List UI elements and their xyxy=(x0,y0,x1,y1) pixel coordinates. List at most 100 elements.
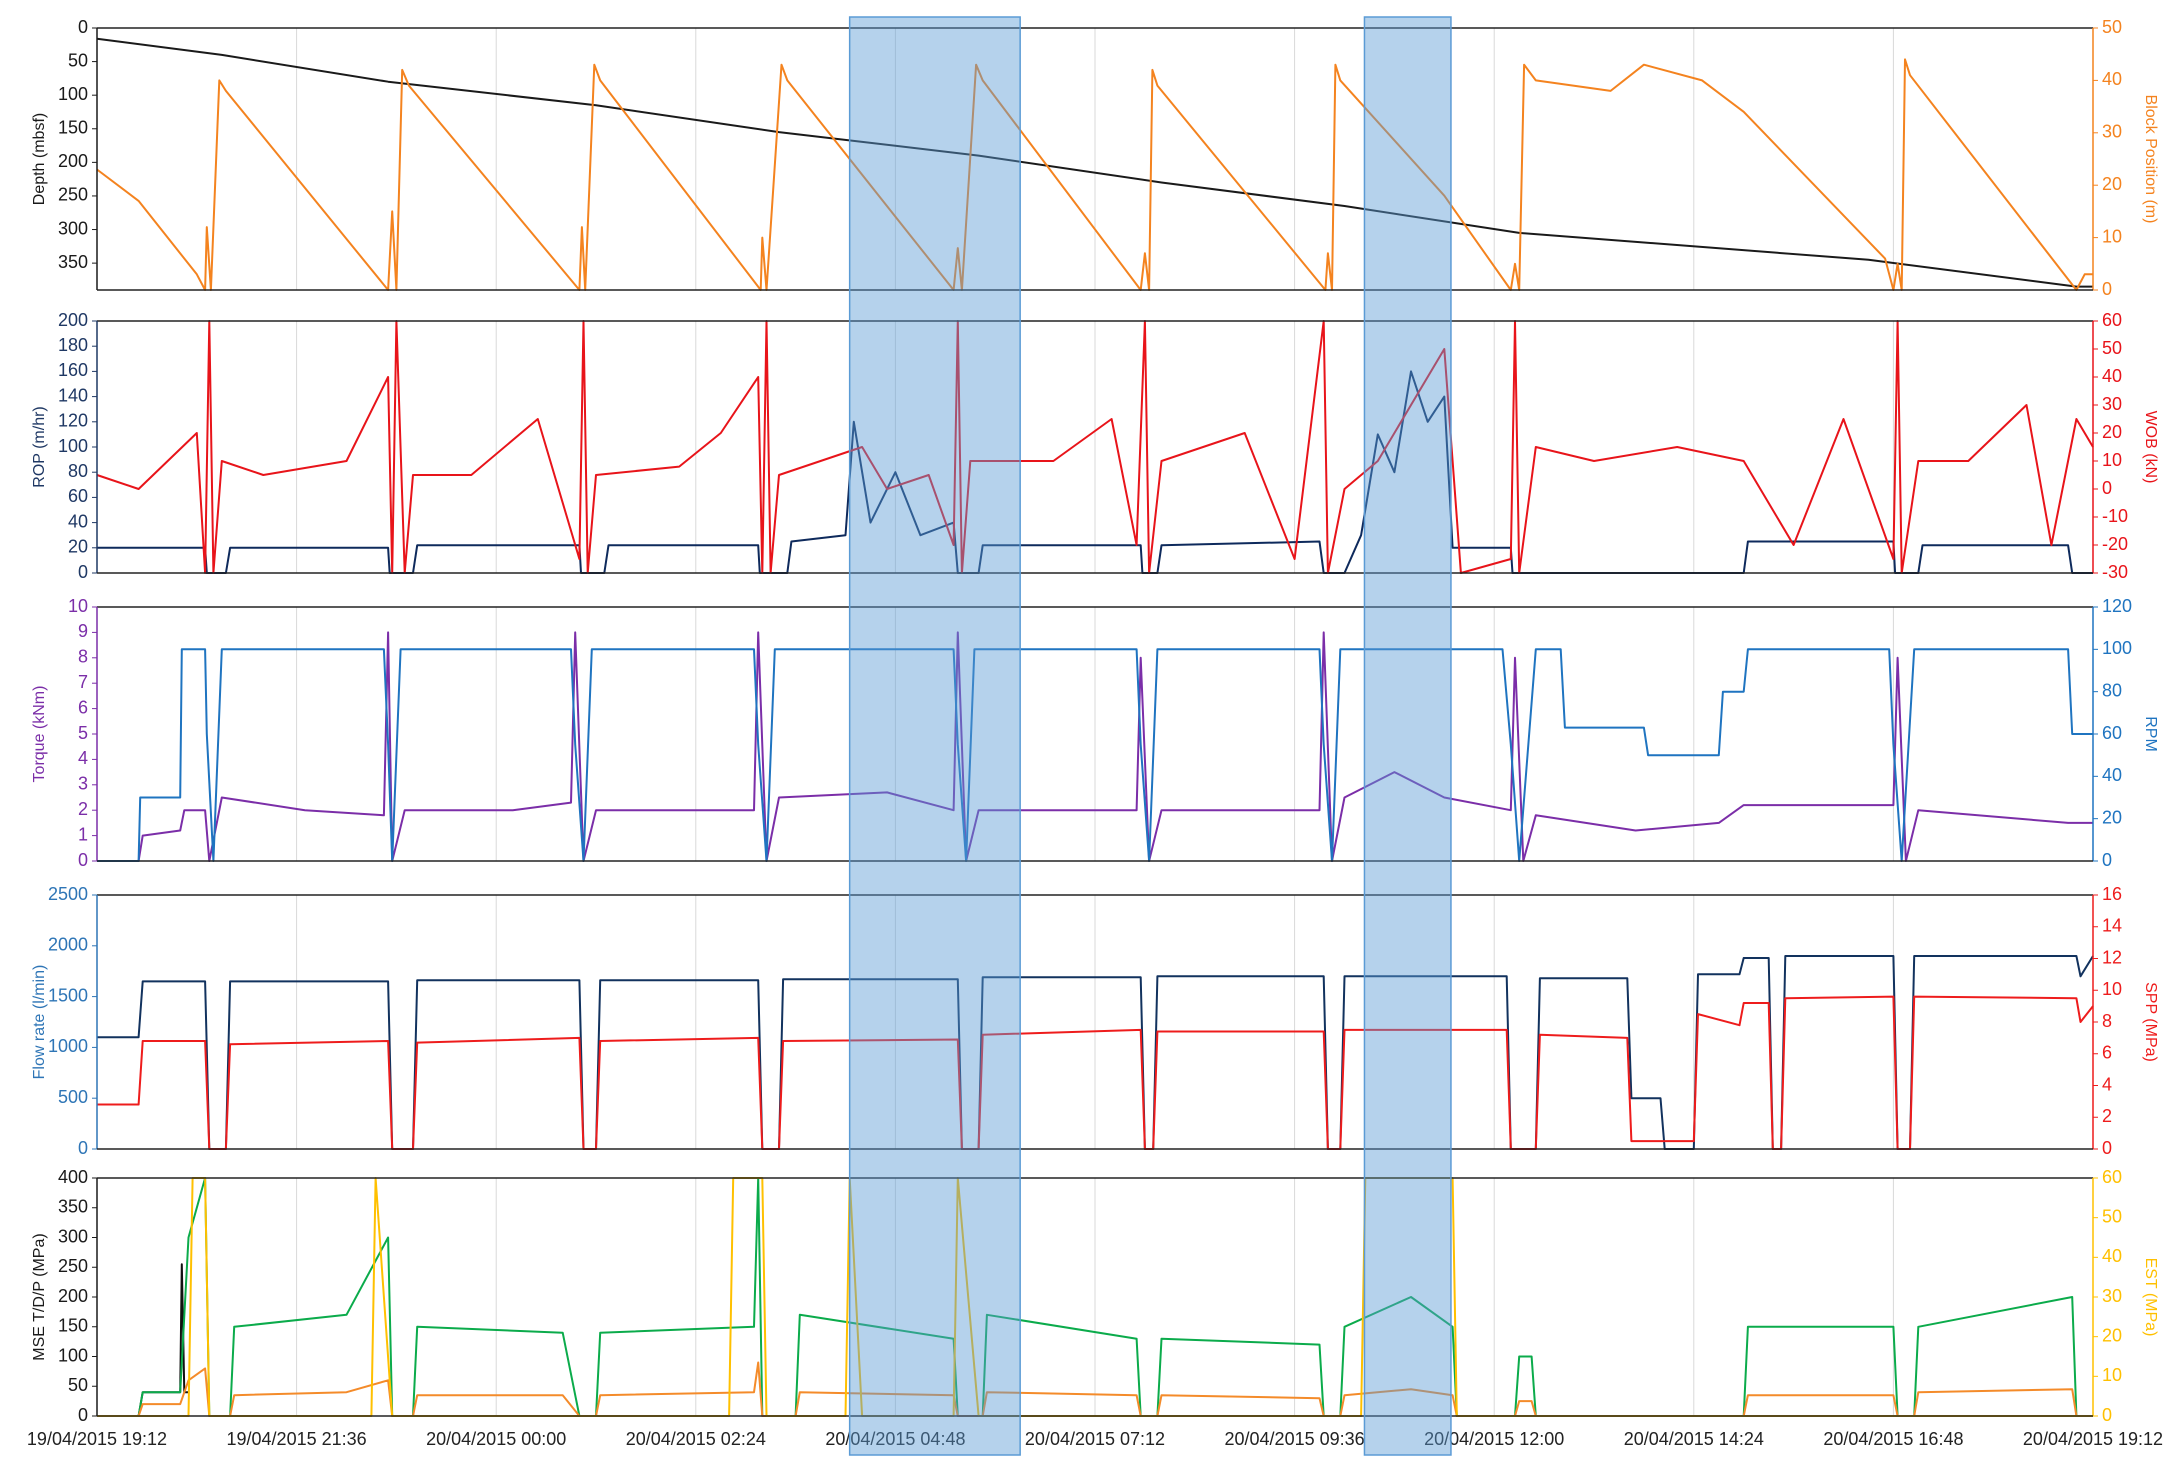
y-tick-label: 160 xyxy=(58,360,88,380)
y2-tick-label: 12 xyxy=(2102,947,2122,967)
y-axis-title: Torque (kNm) xyxy=(31,686,48,783)
y-tick-label: 50 xyxy=(68,1375,88,1395)
y2-tick-label: 30 xyxy=(2102,394,2122,414)
y-tick-label: 250 xyxy=(58,1256,88,1276)
y-tick-label: 9 xyxy=(78,621,88,641)
y-axis-title: Depth (mbsf) xyxy=(31,113,48,205)
y-tick-label: 200 xyxy=(58,310,88,330)
y-tick-label: 6 xyxy=(78,697,88,717)
y-tick-label: 3 xyxy=(78,774,88,794)
y2-tick-label: 20 xyxy=(2102,422,2122,442)
y-tick-label: 120 xyxy=(58,411,88,431)
y2-tick-label: 6 xyxy=(2102,1043,2112,1063)
y2-tick-label: 20 xyxy=(2102,807,2122,827)
y-tick-label: 300 xyxy=(58,218,88,238)
y2-tick-label: -20 xyxy=(2102,534,2128,554)
y2-tick-label: 4 xyxy=(2102,1074,2112,1094)
y-tick-label: 200 xyxy=(58,151,88,171)
y2-axis-title: EST (MPa) xyxy=(2142,1258,2159,1337)
y2-tick-label: 50 xyxy=(2102,17,2122,37)
y-tick-label: 0 xyxy=(78,17,88,37)
y-tick-label: 20 xyxy=(68,537,88,557)
y-tick-label: 300 xyxy=(58,1226,88,1246)
y-axis-title: MSE T/D/P (MPa) xyxy=(31,1233,48,1360)
y-tick-label: 2500 xyxy=(48,884,88,904)
y-tick-label: 250 xyxy=(58,185,88,205)
y2-tick-label: 8 xyxy=(2102,1011,2112,1031)
y2-tick-label: -10 xyxy=(2102,506,2128,526)
y-tick-label: 40 xyxy=(68,511,88,531)
y2-tick-label: 40 xyxy=(2102,765,2122,785)
y2-tick-label: 16 xyxy=(2102,884,2122,904)
y2-tick-label: 10 xyxy=(2102,1365,2122,1385)
y-tick-label: 7 xyxy=(78,672,88,692)
y-tick-label: 140 xyxy=(58,385,88,405)
y2-tick-label: 20 xyxy=(2102,174,2122,194)
y2-tick-label: -30 xyxy=(2102,562,2128,582)
y2-tick-label: 120 xyxy=(2102,596,2132,616)
series-line xyxy=(96,37,2093,288)
y-tick-label: 50 xyxy=(68,50,88,70)
y2-tick-label: 2 xyxy=(2102,1106,2112,1126)
y-tick-label: 4 xyxy=(78,748,88,768)
y-tick-label: 2000 xyxy=(48,935,88,955)
y2-tick-label: 100 xyxy=(2102,638,2132,658)
y-tick-label: 350 xyxy=(58,1197,88,1217)
x-tick-label: 20/04/2015 12:00 xyxy=(1424,1429,1564,1449)
y2-tick-label: 50 xyxy=(2102,338,2122,358)
series-line xyxy=(97,648,2093,862)
y-tick-label: 1 xyxy=(78,824,88,844)
y2-tick-label: 60 xyxy=(2102,310,2122,330)
x-tick-label: 20/04/2015 14:24 xyxy=(1624,1429,1764,1449)
y2-tick-label: 30 xyxy=(2102,122,2122,142)
y-tick-label: 350 xyxy=(58,252,88,272)
y-tick-label: 1000 xyxy=(48,1036,88,1056)
y-tick-label: 180 xyxy=(58,335,88,355)
x-tick-label: 20/04/2015 02:24 xyxy=(626,1429,766,1449)
y-tick-label: 2 xyxy=(78,799,88,819)
y-tick-label: 0 xyxy=(78,1138,88,1158)
y2-axis-title: SPP (MPa) xyxy=(2142,982,2159,1062)
y2-tick-label: 0 xyxy=(2102,850,2112,870)
y2-tick-label: 40 xyxy=(2102,69,2122,89)
x-tick-label: 20/04/2015 09:36 xyxy=(1225,1429,1365,1449)
y-axis-title: Flow rate (l/min) xyxy=(31,965,48,1080)
y-tick-label: 200 xyxy=(58,1286,88,1306)
y-tick-label: 1500 xyxy=(48,985,88,1005)
y-tick-label: 100 xyxy=(58,1345,88,1365)
y2-tick-label: 80 xyxy=(2102,680,2122,700)
y2-axis-title: Block Position (m) xyxy=(2142,95,2159,224)
y2-tick-label: 0 xyxy=(2102,1405,2112,1425)
y-tick-label: 0 xyxy=(78,562,88,582)
y-tick-label: 150 xyxy=(58,1316,88,1336)
y-tick-label: 150 xyxy=(58,118,88,138)
x-tick-label: 19/04/2015 19:12 xyxy=(27,1429,167,1449)
y2-tick-label: 0 xyxy=(2102,478,2112,498)
y-tick-label: 80 xyxy=(68,461,88,481)
highlight-band xyxy=(848,16,1021,1456)
y-tick-label: 60 xyxy=(68,486,88,506)
y-tick-label: 8 xyxy=(78,647,88,667)
x-tick-label: 20/04/2015 07:12 xyxy=(1025,1429,1165,1449)
y2-tick-label: 10 xyxy=(2102,450,2122,470)
y2-tick-label: 60 xyxy=(2102,1167,2122,1187)
y2-axis-title: RPM xyxy=(2142,716,2159,752)
y-tick-label: 0 xyxy=(78,850,88,870)
y2-tick-label: 0 xyxy=(2102,279,2112,299)
y2-tick-label: 0 xyxy=(2102,1138,2112,1158)
highlight-band xyxy=(1363,16,1452,1456)
y2-axis-title: WOB (kN) xyxy=(2142,411,2159,484)
x-tick-label: 19/04/2015 21:36 xyxy=(227,1429,367,1449)
y2-tick-label: 14 xyxy=(2102,916,2122,936)
y2-tick-label: 50 xyxy=(2102,1206,2122,1226)
y-tick-label: 100 xyxy=(58,436,88,456)
y2-tick-label: 20 xyxy=(2102,1325,2122,1345)
x-tick-label: 20/04/2015 19:12 xyxy=(2023,1429,2163,1449)
x-tick-label: 20/04/2015 16:48 xyxy=(1823,1429,1963,1449)
y2-tick-label: 40 xyxy=(2102,366,2122,386)
y-tick-label: 500 xyxy=(58,1087,88,1107)
x-tick-label: 20/04/2015 04:48 xyxy=(825,1429,965,1449)
y2-tick-label: 60 xyxy=(2102,723,2122,743)
y-tick-label: 10 xyxy=(68,596,88,616)
